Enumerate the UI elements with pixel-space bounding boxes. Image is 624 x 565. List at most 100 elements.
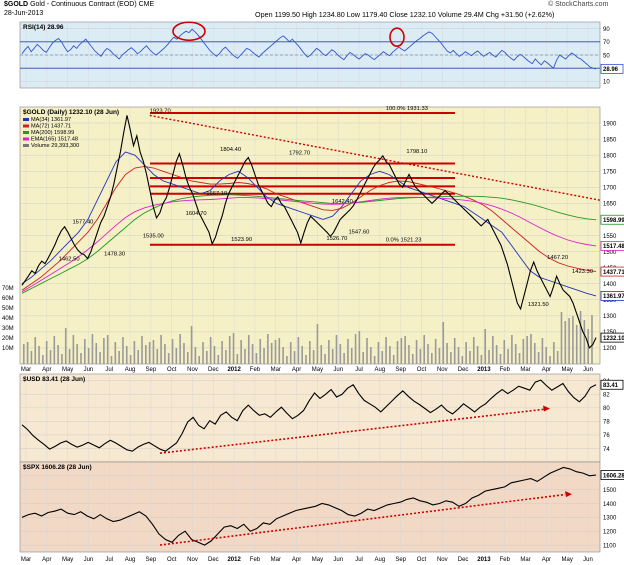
volume-bar: [84, 339, 86, 364]
volume-bar: [240, 340, 242, 364]
volume-bar: [148, 342, 151, 364]
x-axis-label-mid: Jun: [333, 367, 343, 373]
volume-bar: [553, 342, 555, 364]
volume-bar: [23, 344, 25, 364]
volume-bar: [160, 335, 162, 364]
quote-line: Open 1199.50 High 1234.80 Low 1179.40 Cl…: [255, 10, 555, 19]
price-annotation: 1547.60: [348, 229, 369, 235]
rsi-line: [21, 28, 597, 70]
usd-tick-label: 78: [603, 420, 610, 426]
price-annotation: 1526.70: [326, 236, 347, 242]
volume-bar: [186, 352, 189, 364]
volume-bar: [415, 340, 418, 364]
price-tick-label: 1850: [603, 137, 617, 143]
price-right-label: 1232.10: [603, 336, 624, 342]
volume-bar: [522, 339, 525, 364]
volume-bar: [389, 346, 391, 364]
volume-bar: [423, 335, 425, 364]
volume-bar: [469, 351, 471, 364]
volume-bar: [499, 354, 502, 364]
x-axis-label-mid: Dec: [458, 367, 469, 373]
volume-bar: [476, 346, 479, 364]
price-annotation: 1321.50: [528, 302, 549, 308]
x-axis-label-mid: Feb: [500, 367, 511, 373]
rsi-highlight-circle: [389, 27, 405, 47]
volume-bar: [362, 352, 364, 364]
volume-bar: [324, 354, 326, 364]
x-axis-label: Feb: [500, 557, 511, 563]
volume-bar: [530, 334, 532, 364]
x-axis-label-mid: Apr: [292, 367, 301, 373]
volume-bar: [472, 337, 475, 364]
volume-bar: [350, 348, 353, 364]
legend-label: Volume 29,393,300: [31, 143, 79, 149]
volume-bar: [198, 356, 201, 364]
volume-tick-label: 60M: [2, 296, 14, 302]
usd-line: [21, 379, 597, 452]
volume-bar: [396, 341, 399, 364]
x-axis-label-mid: Jun: [84, 367, 94, 373]
usd-tick-label: 80: [603, 406, 610, 412]
x-axis-label-mid: Apr: [542, 367, 551, 373]
volume-bar: [133, 341, 136, 364]
volume-bar: [103, 338, 105, 364]
price-tick-label: 1400: [603, 282, 617, 288]
price-annotation: 1523.90: [231, 237, 252, 243]
volume-bar: [404, 336, 406, 364]
usd-tick-label: 76: [603, 433, 610, 439]
usd-last-value: 83.41: [603, 383, 619, 389]
volume-bar: [202, 342, 204, 364]
usd-background: [19, 373, 601, 463]
volume-bar: [305, 355, 307, 364]
volume-bar: [194, 347, 197, 364]
volume-bar: [95, 343, 98, 364]
price-annotation: 1467.20: [547, 255, 568, 261]
x-axis-label-mid: Oct: [167, 367, 177, 373]
volume-bar: [514, 344, 517, 364]
volume-bar: [480, 355, 483, 364]
x-axis-label-mid: Jul: [105, 367, 113, 373]
volume-bar: [411, 354, 414, 364]
volume-bar: [312, 350, 315, 364]
x-axis-label-mid: 2013: [477, 367, 491, 373]
volume-bar: [328, 340, 330, 364]
volume-bar: [236, 354, 239, 364]
spx-tick-label: 1100: [603, 543, 617, 549]
x-axis-label-mid: Aug: [375, 367, 386, 373]
volume-bar: [228, 336, 231, 364]
x-axis-label-mid: Nov: [437, 367, 448, 373]
price-tick-label: 1700: [603, 186, 617, 192]
volume-bar: [251, 344, 254, 364]
volume-tick-label: 70M: [2, 286, 14, 292]
volume-bar: [213, 346, 216, 364]
x-axis-label-mid: Feb: [250, 367, 261, 373]
legend-label: EMA(165) 1517.48: [31, 137, 78, 143]
legend-label: MA(34) 1361.97: [31, 117, 71, 123]
price-annotation: 1798.10: [406, 149, 427, 155]
volume-tick-label: 50M: [2, 306, 14, 312]
volume-bar: [282, 347, 284, 364]
volume-bar: [335, 335, 338, 364]
x-axis-label-mid: Aug: [125, 367, 136, 373]
x-axis-label-mid: 2012: [227, 367, 241, 373]
usd-tick-label: 82: [603, 393, 610, 399]
volume-bar: [549, 356, 551, 364]
volume-bar: [190, 326, 193, 364]
price-annotation: 1642.40: [332, 199, 353, 205]
price-tick-label: 1550: [603, 234, 617, 240]
price-tick-label: 1350: [603, 298, 617, 304]
volume-bar: [450, 352, 452, 364]
volume-bar: [34, 337, 37, 364]
x-axis-label: Oct: [167, 557, 177, 563]
symbol-text: $GOLD: [4, 1, 29, 8]
volume-bar: [278, 338, 281, 364]
volume-bar: [30, 351, 33, 364]
ma-line-2: [21, 194, 597, 294]
spx-tick-label: 1300: [603, 516, 617, 522]
volume-bar: [408, 345, 410, 364]
volume-bar: [164, 344, 166, 364]
x-axis-label: Apr: [542, 557, 551, 563]
volume-bar: [57, 345, 59, 364]
price-right-label: 1598.99: [603, 218, 624, 224]
price-annotation: 1923.70: [150, 108, 171, 114]
